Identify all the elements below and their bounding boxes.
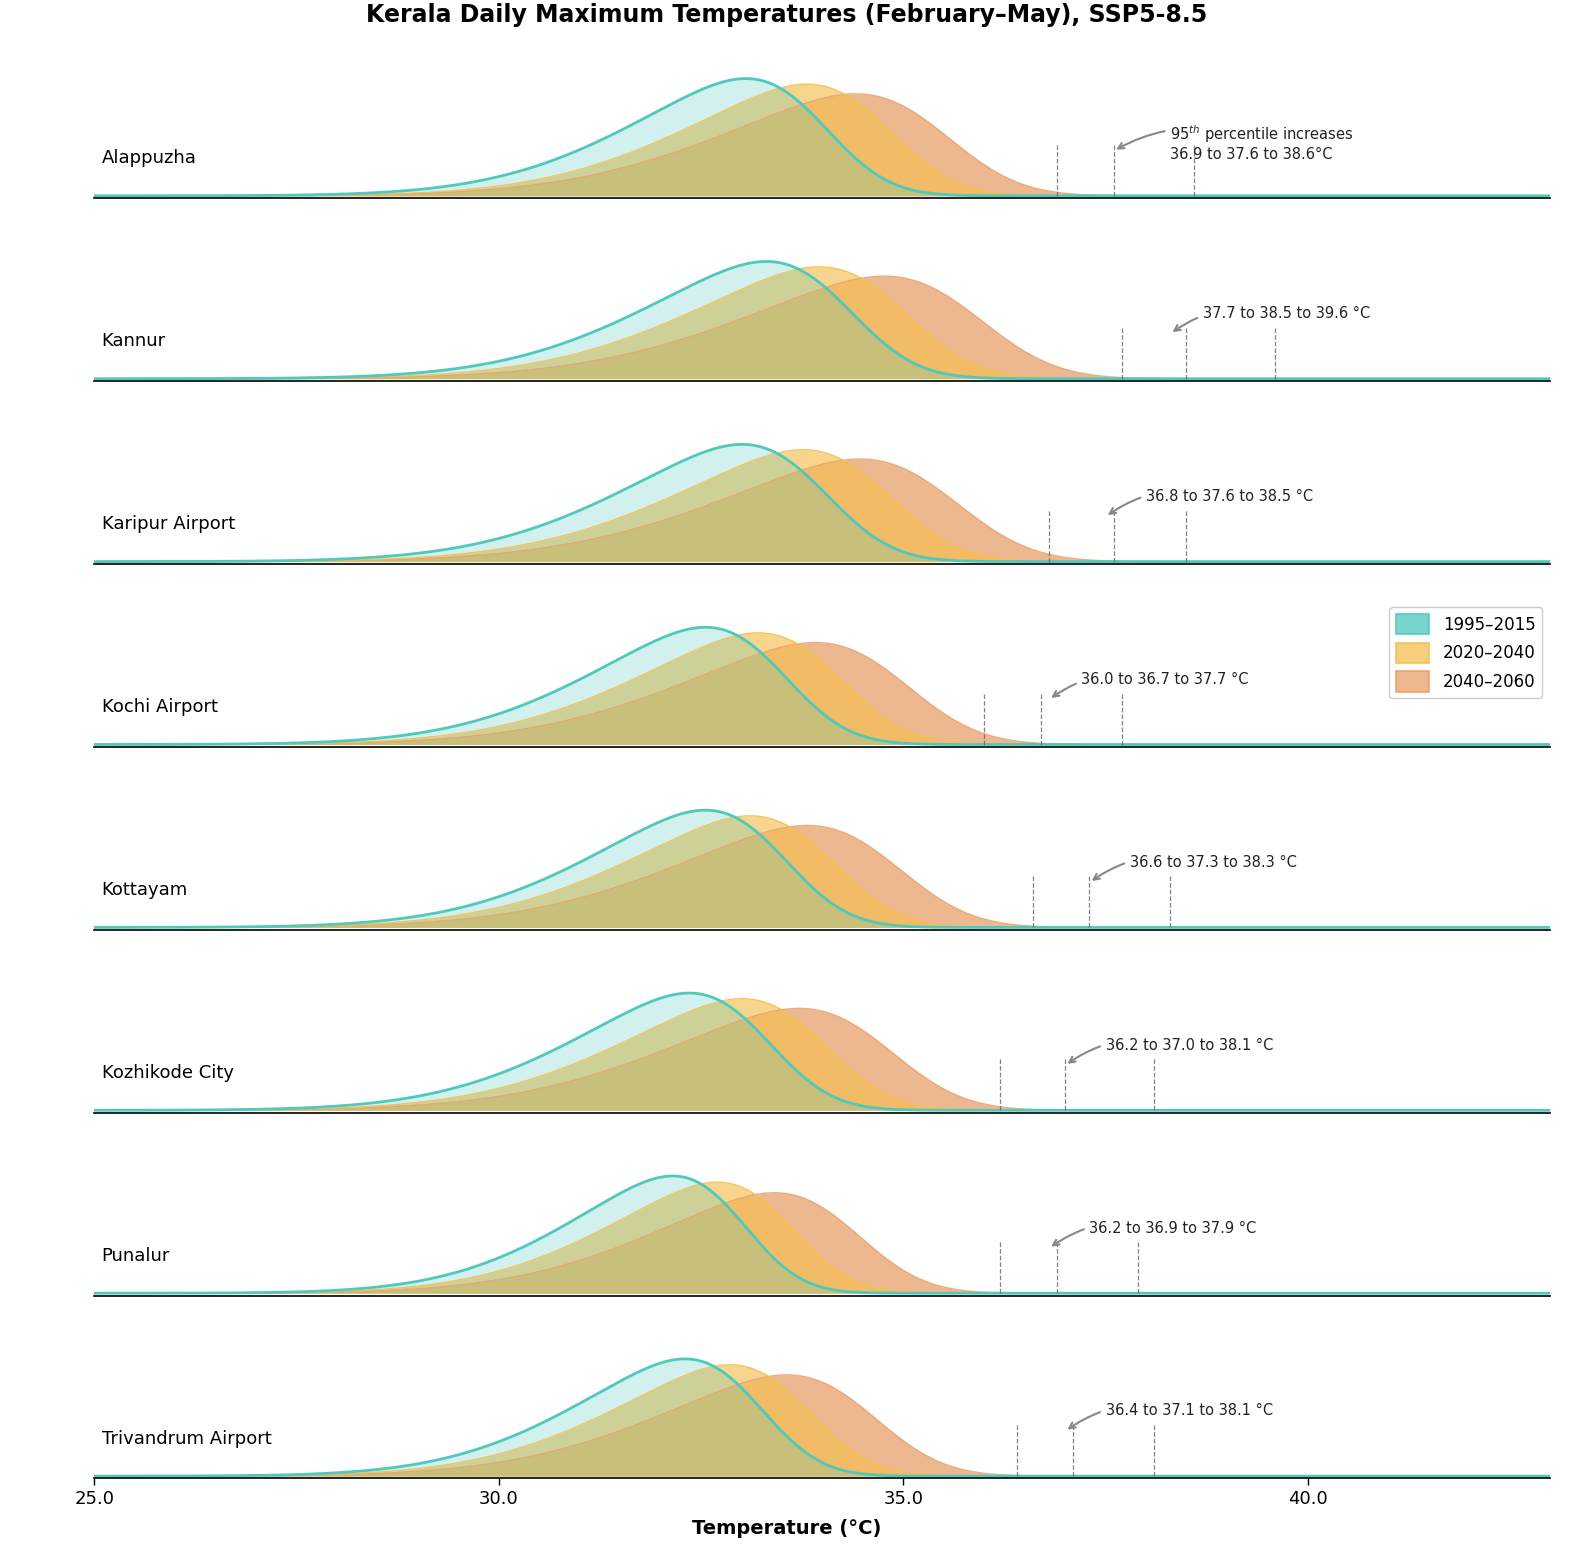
Text: Kochi Airport: Kochi Airport — [102, 697, 217, 716]
Text: 36.2 to 37.0 to 38.1 °C: 36.2 to 37.0 to 38.1 °C — [1069, 1037, 1273, 1062]
Text: 36.4 to 37.1 to 38.1 °C: 36.4 to 37.1 to 38.1 °C — [1069, 1404, 1273, 1429]
Text: 37.7 to 38.5 to 39.6 °C: 37.7 to 38.5 to 39.6 °C — [1174, 306, 1369, 331]
Text: 36.8 to 37.6 to 38.5 °C: 36.8 to 37.6 to 38.5 °C — [1110, 489, 1313, 514]
Text: Kottayam: Kottayam — [102, 881, 187, 899]
Text: 36.0 to 36.7 to 37.7 °C: 36.0 to 36.7 to 37.7 °C — [1053, 672, 1248, 697]
Text: Kozhikode City: Kozhikode City — [102, 1064, 233, 1082]
Text: 36.2 to 36.9 to 37.9 °C: 36.2 to 36.9 to 37.9 °C — [1053, 1221, 1256, 1246]
Text: 95$^{th}$ percentile increases
36.9 to 37.6 to 38.6°C: 95$^{th}$ percentile increases 36.9 to 3… — [1118, 123, 1354, 162]
Legend: 1995–2015, 2020–2040, 2040–2060: 1995–2015, 2020–2040, 2040–2060 — [1390, 607, 1543, 699]
Text: Trivandrum Airport: Trivandrum Airport — [102, 1429, 271, 1447]
Text: 36.6 to 37.3 to 38.3 °C: 36.6 to 37.3 to 38.3 °C — [1094, 854, 1297, 879]
Text: Karipur Airport: Karipur Airport — [102, 516, 235, 533]
Text: Punalur: Punalur — [102, 1247, 170, 1264]
Text: Temperature (°C): Temperature (°C) — [693, 1519, 881, 1539]
Text: Alappuzha: Alappuzha — [102, 149, 197, 168]
Text: Kerala Daily Maximum Temperatures (February–May), SSP5-8.5: Kerala Daily Maximum Temperatures (Febru… — [367, 3, 1207, 26]
Text: Kannur: Kannur — [102, 332, 165, 349]
